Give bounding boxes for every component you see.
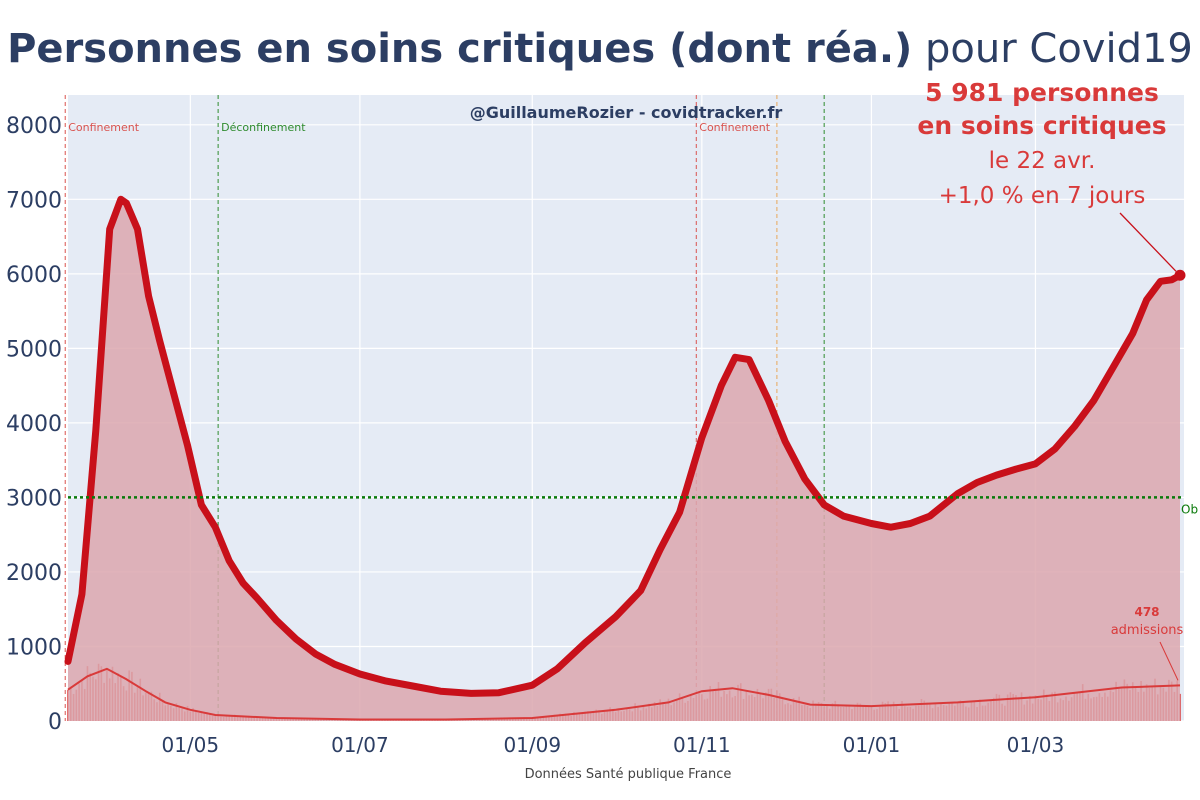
- x-tick-label: 01/01: [843, 733, 901, 757]
- objective-label: Ob: [1181, 502, 1198, 516]
- annotation-line1: 5 981 personnes: [925, 78, 1159, 107]
- x-tick-label: 01/05: [161, 733, 219, 757]
- y-tick-label: 0: [48, 710, 62, 735]
- annotation-line2: en soins critiques: [917, 111, 1166, 140]
- y-tick-label: 8000: [6, 114, 62, 139]
- event-label: Déconfinement: [221, 121, 306, 134]
- x-tick-label: 01/03: [1007, 733, 1065, 757]
- source-label: Données Santé publique France: [525, 767, 732, 782]
- admissions-line: [67, 667, 1181, 721]
- critical-care-area: [68, 199, 1180, 722]
- y-tick-label: 5000: [6, 337, 62, 362]
- chart-title-rest: pour Covid19: [912, 26, 1193, 72]
- chart-title-bold: Personnes en soins critiques (dont réa.): [7, 26, 912, 72]
- event-label: Confinement: [68, 121, 140, 134]
- y-tick-label: 1000: [6, 635, 62, 660]
- last-value-marker: [1174, 269, 1186, 281]
- chart-title: Personnes en soins critiques (dont réa.)…: [7, 26, 1193, 72]
- y-tick-label: 3000: [6, 486, 62, 511]
- annotation-line3: le 22 avr.: [989, 148, 1096, 174]
- y-tick-label: 2000: [6, 561, 62, 586]
- event-label: Confinement: [699, 121, 771, 134]
- y-tick-label: 7000: [6, 188, 62, 213]
- x-tick-label: 01/09: [503, 733, 561, 757]
- y-tick-label: 4000: [6, 412, 62, 437]
- annotation-line4: +1,0 % en 7 jours: [939, 183, 1146, 209]
- admissions-label: admissions: [1111, 623, 1184, 638]
- critical-care-line: [64, 195, 1184, 697]
- admissions-arrow: [1159, 641, 1179, 681]
- x-tick-label: 01/11: [673, 733, 731, 757]
- y-tick-label: 6000: [6, 263, 62, 288]
- x-tick-label: 01/07: [331, 733, 389, 757]
- watermark: @GuillaumeRozier - covidtracker.fr: [470, 103, 783, 122]
- annotation-arrow: [1119, 212, 1177, 272]
- admissions-value-label: 478: [1134, 605, 1159, 619]
